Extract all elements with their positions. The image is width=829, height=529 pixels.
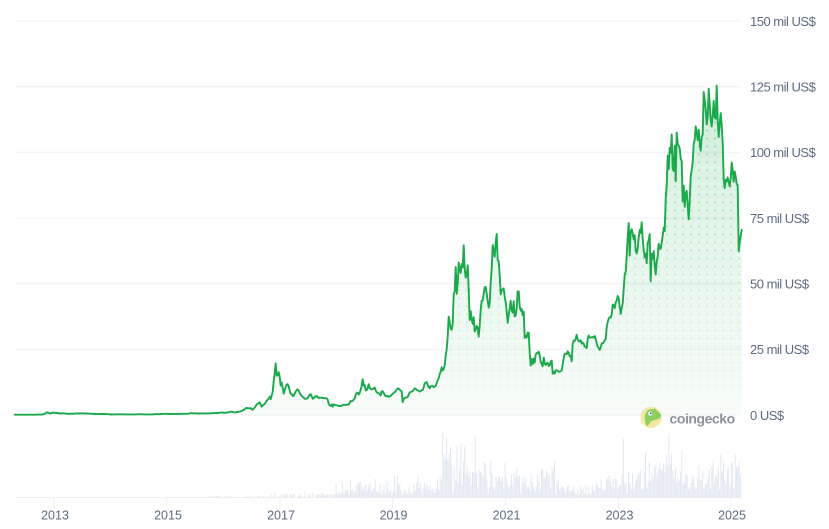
svg-text:25 mil US$: 25 mil US$ bbox=[750, 342, 810, 357]
svg-text:2023: 2023 bbox=[606, 509, 634, 523]
svg-text:0 US$: 0 US$ bbox=[750, 408, 785, 423]
svg-text:2021: 2021 bbox=[493, 509, 521, 523]
svg-text:2019: 2019 bbox=[380, 509, 408, 523]
svg-text:coingecko: coingecko bbox=[670, 411, 735, 427]
svg-text:2013: 2013 bbox=[41, 509, 69, 523]
svg-text:2015: 2015 bbox=[154, 509, 182, 523]
svg-text:75 mil US$: 75 mil US$ bbox=[750, 211, 810, 226]
svg-text:125 mil US$: 125 mil US$ bbox=[750, 80, 817, 95]
svg-text:150 mil US$: 150 mil US$ bbox=[750, 14, 817, 29]
svg-text:2017: 2017 bbox=[267, 509, 295, 523]
svg-text:2025: 2025 bbox=[718, 509, 746, 523]
svg-text:50 mil US$: 50 mil US$ bbox=[750, 277, 810, 292]
svg-text:100 mil US$: 100 mil US$ bbox=[750, 145, 817, 160]
